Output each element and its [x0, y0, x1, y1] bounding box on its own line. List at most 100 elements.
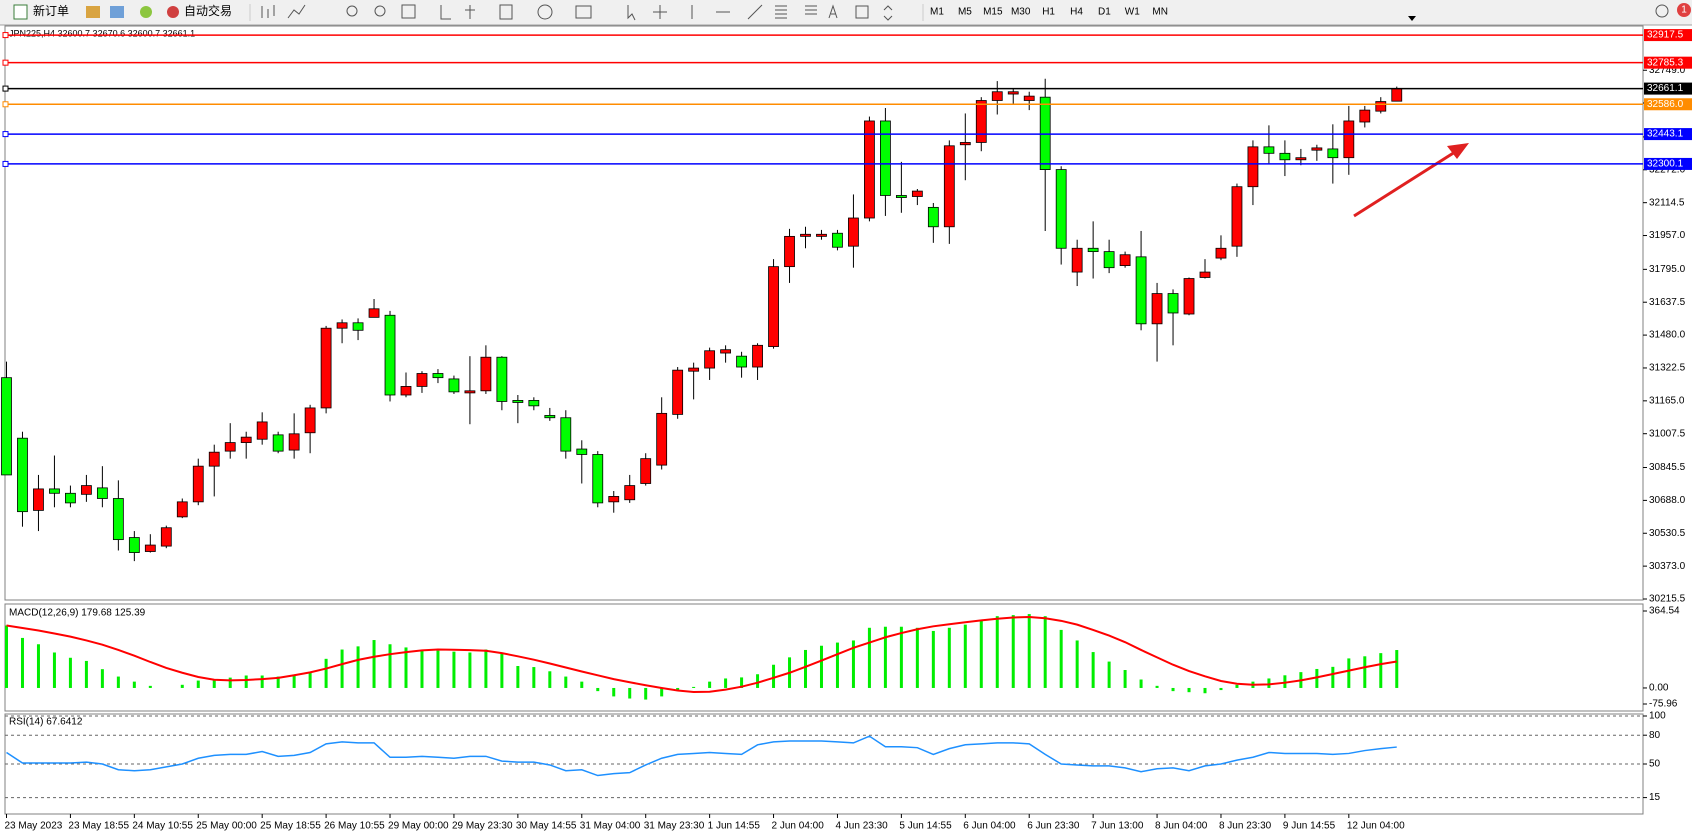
timeframe-button[interactable]: M30	[1011, 7, 1031, 18]
macd-bar	[228, 677, 232, 688]
macd-bar	[756, 674, 760, 688]
macd-bar	[867, 627, 871, 688]
new-order-button[interactable]: 新订单	[13, 3, 69, 20]
shift-marker	[1408, 16, 1416, 21]
rsi-line	[6, 735, 1397, 777]
toolbar-icon[interactable]	[86, 6, 100, 18]
tool-periods[interactable]	[537, 4, 553, 20]
x-tick-label: 29 May 00:00	[388, 821, 449, 832]
macd-bar	[68, 657, 72, 688]
timeframe-button[interactable]: D1	[1098, 7, 1111, 18]
search-icon[interactable]	[1655, 4, 1669, 18]
tool-line[interactable]	[287, 4, 306, 19]
macd-bar	[292, 674, 296, 688]
tool-fibo[interactable]	[775, 5, 817, 19]
tool-indicators[interactable]	[499, 4, 513, 20]
x-tick-label: 1 Jun 14:55	[708, 821, 761, 832]
level-tag	[1644, 98, 1692, 111]
y-tick-label: 30688.0	[1649, 495, 1686, 506]
x-tick-label: 9 Jun 14:55	[1283, 821, 1336, 832]
tool-crosshair[interactable]	[653, 5, 667, 19]
macd-bar	[1395, 650, 1399, 688]
macd-bar	[468, 652, 472, 688]
candle-body	[672, 369, 684, 415]
y-tick-label: 30530.5	[1649, 528, 1686, 539]
tool-cursor[interactable]	[627, 5, 636, 21]
x-tick-label: 12 Jun 04:00	[1347, 821, 1405, 832]
macd-bar	[740, 677, 744, 688]
macd-bar	[612, 687, 616, 697]
candle-body	[112, 498, 124, 541]
y-tick-label: 30215.5	[1649, 594, 1686, 605]
timeframe-button[interactable]: MN	[1152, 7, 1168, 18]
candle-body	[368, 308, 380, 318]
timeframe-button[interactable]: M15	[983, 7, 1003, 18]
macd-bar	[628, 687, 632, 699]
macd-bar	[52, 652, 56, 688]
candle-body	[1343, 120, 1355, 159]
x-tick-label: 30 May 14:55	[516, 821, 577, 832]
toolbar-icon[interactable]	[110, 6, 124, 18]
macd-bar	[484, 649, 488, 688]
candle-body	[49, 488, 60, 494]
timeframe-button[interactable]: H1	[1042, 7, 1055, 18]
y-tick-label: 31957.0	[1649, 230, 1686, 241]
level-tag	[1644, 29, 1692, 42]
toolbar-icon[interactable]	[140, 6, 152, 18]
y-tick-label: 31322.5	[1649, 363, 1686, 374]
tool-zoom-in[interactable]	[346, 5, 358, 17]
timeframe-button[interactable]: W1	[1125, 7, 1140, 18]
level-handle	[2, 85, 9, 92]
macd-bar	[1347, 658, 1351, 688]
macd-bar	[308, 672, 312, 688]
macd-bar	[804, 649, 807, 688]
y-tick-label: 31795.0	[1649, 264, 1686, 275]
macd-bar	[1139, 679, 1143, 688]
candle-body	[208, 451, 220, 467]
candle-body	[240, 436, 252, 443]
tool-bars[interactable]	[261, 5, 275, 18]
candle-body	[1279, 152, 1291, 161]
macd-bar	[100, 669, 104, 688]
macd-bar	[979, 620, 983, 688]
x-tick-label: 26 May 10:55	[324, 821, 385, 832]
candle-body	[1295, 157, 1307, 161]
x-tick-label: 29 May 23:30	[452, 821, 513, 832]
toolbar-tools[interactable]	[249, 4, 924, 21]
candle-body	[624, 485, 636, 501]
macd-bar	[356, 646, 360, 688]
macd-bar	[548, 671, 552, 688]
tool-tile[interactable]	[401, 4, 416, 19]
candle-body	[1199, 271, 1211, 278]
tool-arrows[interactable]	[883, 5, 893, 21]
macd-bar	[1011, 615, 1015, 688]
alerts-badge[interactable]	[1677, 3, 1691, 17]
tool-lines[interactable]	[691, 4, 763, 20]
candle-body	[336, 322, 348, 329]
tool-zoom-out[interactable]	[374, 5, 386, 17]
tool-label[interactable]	[855, 5, 869, 19]
auto-trading-button[interactable]: 自动交易	[167, 3, 232, 18]
macd-bar	[1043, 616, 1047, 688]
y-tick-label: 31637.5	[1649, 297, 1686, 308]
timeframe-button[interactable]: H4	[1070, 7, 1083, 18]
x-tick-label: 23 May 18:55	[68, 821, 129, 832]
timeframe-button[interactable]: M1	[930, 7, 944, 18]
tool-shift[interactable]	[440, 5, 475, 20]
level-handle	[2, 32, 9, 39]
tool-text[interactable]	[828, 4, 838, 19]
candle-body	[544, 415, 556, 419]
level-label: 32300.1	[1647, 159, 1684, 170]
macd-bar	[644, 687, 648, 700]
macd-bar	[660, 687, 664, 697]
x-tick-label: 24 May 10:55	[132, 821, 193, 832]
level-handle	[2, 59, 9, 66]
macd-bar	[388, 644, 392, 688]
candle-body	[65, 492, 76, 504]
y-tick-label: 80	[1649, 730, 1661, 741]
candle-body	[1231, 186, 1243, 247]
timeframe-button[interactable]: M5	[958, 7, 972, 18]
y-tick-label: 32749.0	[1649, 65, 1686, 76]
tool-templates[interactable]	[575, 5, 592, 19]
